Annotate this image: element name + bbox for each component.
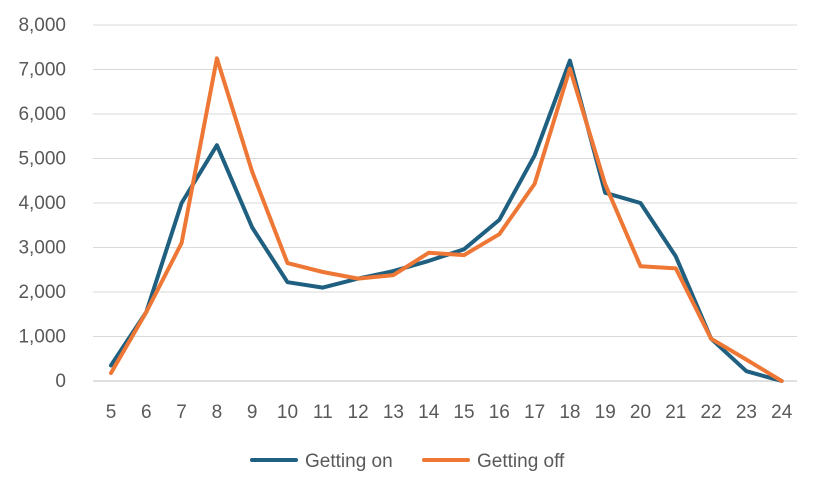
x-tick-label: 12	[348, 402, 369, 423]
x-axis: 5 6 7 8 9 10 11 12 13 14 15 16 17 18 19 20 21 22 23 24	[106, 402, 793, 423]
x-tick-label: 20	[630, 402, 651, 423]
x-tick-label: 15	[453, 402, 474, 423]
x-tick-label: 19	[595, 402, 616, 423]
series-line-getting-on	[109, 58, 784, 383]
x-tick-label: 10	[277, 402, 298, 423]
x-tick-label: 17	[524, 402, 545, 423]
y-tick-label: 1,000	[18, 327, 66, 348]
y-tick-label: 8,000	[18, 15, 66, 36]
y-tick-label: 2,000	[18, 282, 66, 303]
legend: Getting on Getting off	[250, 451, 565, 472]
x-tick-label: 21	[665, 402, 686, 423]
x-tick-label: 11	[313, 402, 333, 423]
y-axis: 0 1,000 2,000 3,000 4,000 5,000 6,000 7,000 8,00…	[18, 15, 66, 392]
legend-label: Getting off	[477, 451, 565, 472]
y-tick-label: 6,000	[18, 104, 66, 125]
x-tick-label: 8	[212, 402, 223, 423]
series-line-getting-off	[109, 56, 784, 383]
y-tick-label: 7,000	[18, 60, 66, 81]
x-tick-label: 16	[489, 402, 510, 423]
x-tick-label: 6	[141, 402, 152, 423]
x-tick-label: 5	[106, 402, 117, 423]
x-tick-label: 23	[736, 402, 757, 423]
x-tick-label: 13	[383, 402, 404, 423]
gridlines	[93, 24, 797, 382]
legend-label: Getting on	[305, 451, 393, 472]
y-tick-label: 0	[55, 371, 66, 392]
series-lines	[109, 56, 784, 383]
y-tick-label: 5,000	[18, 149, 66, 170]
y-tick-label: 3,000	[18, 238, 66, 259]
x-tick-label: 14	[418, 402, 440, 423]
x-tick-label: 7	[176, 402, 187, 423]
x-tick-label: 9	[247, 402, 258, 423]
x-tick-label: 18	[559, 402, 580, 423]
y-tick-label: 4,000	[18, 193, 66, 214]
x-tick-label: 22	[701, 402, 722, 423]
x-tick-label: 24	[771, 402, 793, 423]
